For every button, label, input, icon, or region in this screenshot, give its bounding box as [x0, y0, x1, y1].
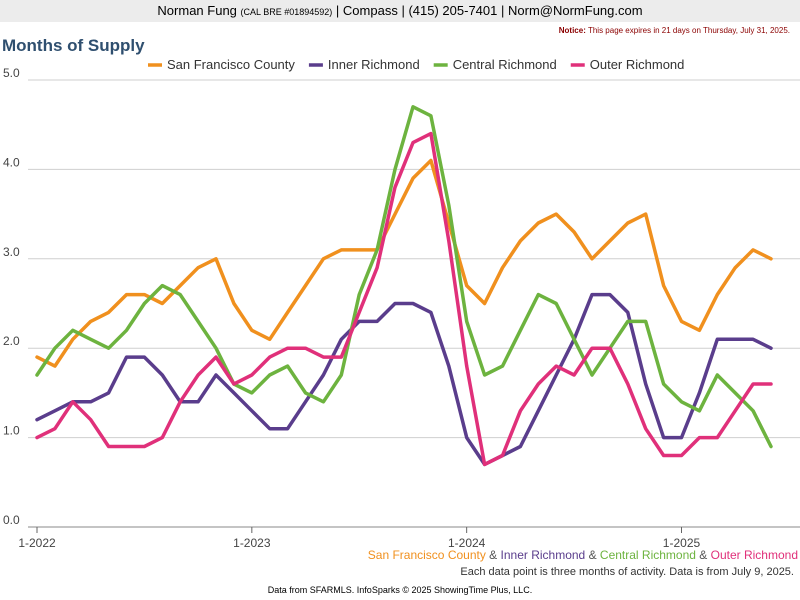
legend-label: San Francisco County — [167, 57, 295, 72]
grid-layer — [28, 79, 800, 528]
x-tick-label: 1-2025 — [663, 536, 701, 550]
phone-number[interactable]: (415) 205-7401 — [408, 3, 498, 18]
company-name: Compass — [342, 3, 398, 18]
y-tick-label: 2.0 — [3, 334, 20, 348]
y-tick-label: 5.0 — [3, 66, 20, 80]
legend-label: Central Richmond — [453, 57, 557, 72]
series-line — [35, 158, 773, 368]
legend-label: Inner Richmond — [328, 57, 420, 72]
legend-separator: & — [585, 548, 600, 562]
header-separator: | — [335, 3, 340, 18]
y-tick-label: 1.0 — [3, 424, 20, 438]
data-note: Each data point is three months of activ… — [460, 566, 794, 578]
y-tick-label: 3.0 — [3, 245, 20, 259]
header-separator: | — [501, 3, 505, 18]
line-chart: 0.0 1.0 2.0 3.0 4.0 5.0 1-2022 1-2023 1-2024 1-20… — [3, 57, 800, 550]
legend-separator: & — [695, 548, 711, 562]
series-line — [35, 292, 773, 467]
email-link[interactable]: Norm@NormFung.com — [508, 3, 643, 18]
series-layer — [35, 105, 773, 467]
chart-title: Months of Supply — [2, 36, 145, 55]
data-credit: Data from SFARMLS. InfoSparks © 2025 Sho… — [267, 585, 533, 595]
header-separator: | — [401, 3, 405, 18]
series-line — [35, 131, 773, 467]
series-line — [35, 105, 773, 449]
footer-legend-item: San Francisco County — [367, 548, 486, 562]
y-tick-label: 0.0 — [3, 513, 20, 527]
notice-text: This page expires in 21 days on Thursday… — [587, 26, 790, 35]
axis-layer: 0.0 1.0 2.0 3.0 4.0 5.0 1-2022 1-2023 1-2024 1-20… — [3, 66, 700, 550]
footer-legend-item: Outer Richmond — [710, 548, 798, 562]
x-tick-label: 1-2024 — [448, 536, 486, 550]
agent-name: Norman Fung — [157, 3, 237, 18]
footer-legend-item: Central Richmond — [599, 548, 696, 562]
x-tick-label: 1-2023 — [233, 536, 271, 550]
expiry-notice: Notice: This page expires in 21 days on … — [559, 26, 790, 35]
footer-legend-item: Inner Richmond — [500, 548, 586, 562]
legend-separator: & — [485, 548, 501, 562]
notice-label: Notice: — [558, 26, 586, 35]
license-number: (CAL BRE #01894592) — [240, 7, 333, 17]
legend-label: Outer Richmond — [590, 57, 685, 72]
x-tick-label: 1-2022 — [18, 536, 56, 550]
y-tick-label: 4.0 — [3, 155, 20, 169]
footer-legend: San Francisco County & Inner Richmond & … — [368, 548, 798, 562]
chart-legend: San Francisco County Inner Richmond Centra… — [148, 57, 684, 72]
header-bar: Norman Fung (CAL BRE #01894592) | Compas… — [0, 0, 800, 22]
